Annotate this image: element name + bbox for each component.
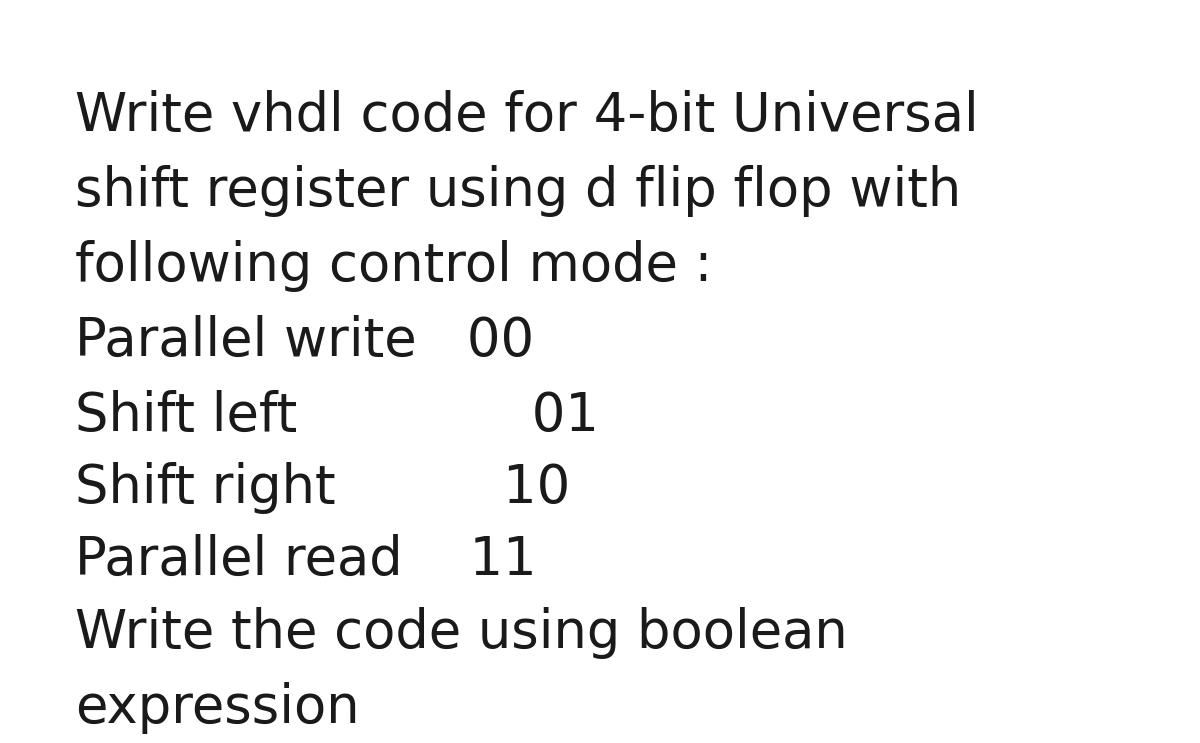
Text: Parallel read    11: Parallel read 11: [74, 534, 536, 586]
Text: Parallel write   00: Parallel write 00: [74, 315, 534, 367]
Text: Shift left              01: Shift left 01: [74, 390, 599, 442]
Text: Shift right          10: Shift right 10: [74, 462, 570, 514]
Text: shift register using d flip flop with: shift register using d flip flop with: [74, 165, 961, 217]
Text: expression: expression: [74, 682, 360, 734]
Text: Write the code using boolean: Write the code using boolean: [74, 607, 847, 659]
Text: following control mode :: following control mode :: [74, 240, 713, 292]
Text: Write vhdl code for 4-bit Universal: Write vhdl code for 4-bit Universal: [74, 90, 979, 142]
